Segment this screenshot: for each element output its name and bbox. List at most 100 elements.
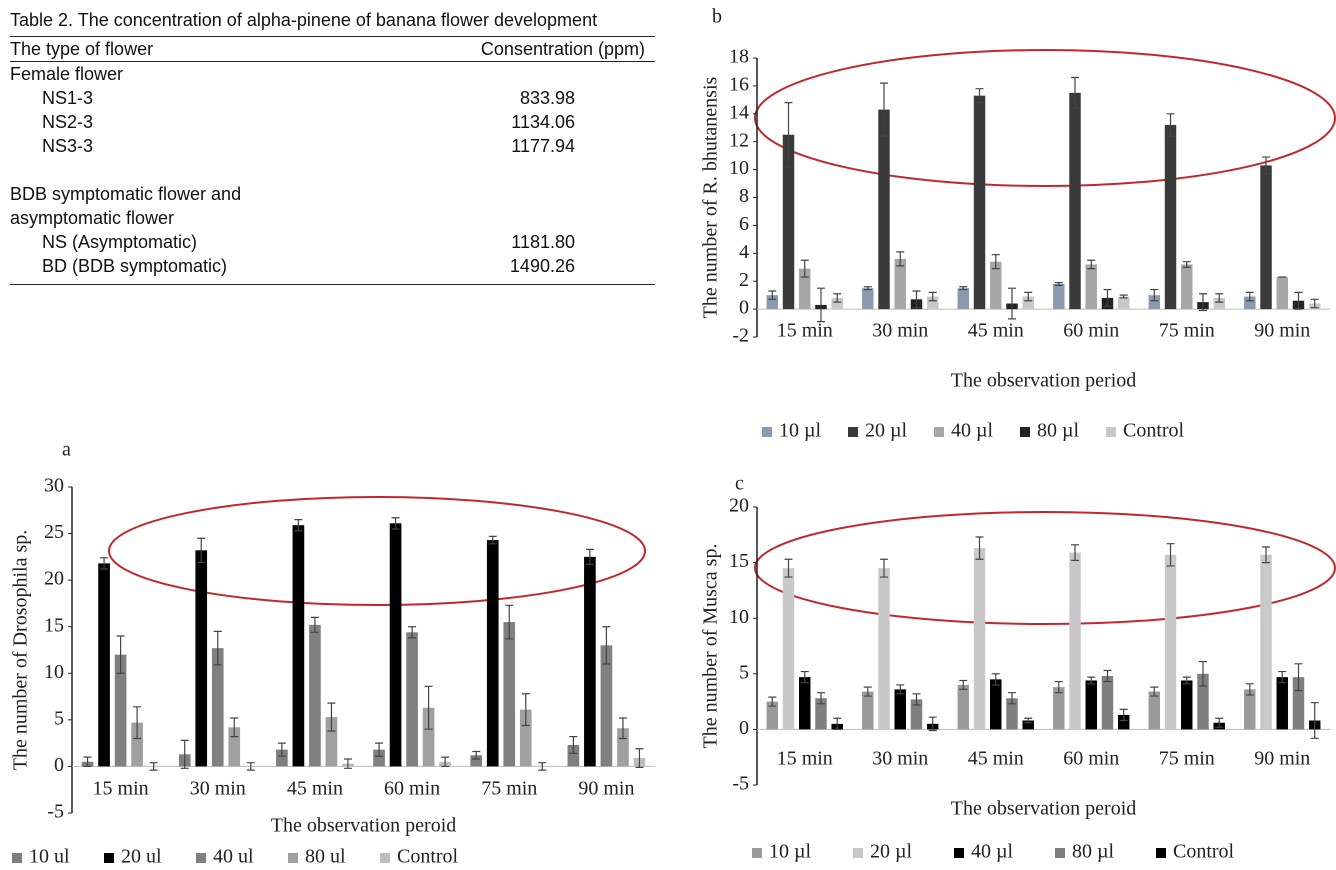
error-bar	[912, 693, 921, 706]
error-bar	[1071, 544, 1080, 561]
error-bar	[505, 604, 514, 640]
bar	[766, 701, 779, 730]
error-bar	[1087, 676, 1096, 685]
error-bar	[800, 259, 809, 278]
error-bar	[294, 519, 303, 532]
bar	[1164, 554, 1177, 730]
error-bar	[1294, 291, 1303, 310]
bar	[1101, 676, 1114, 730]
error-bar	[327, 702, 336, 732]
legend-swatch	[934, 427, 944, 437]
table: Table 2. The concentration of alpha-pine…	[10, 8, 655, 285]
bar	[486, 540, 499, 767]
legend-swatch	[1106, 427, 1116, 437]
error-bar	[833, 293, 842, 303]
error-bar	[585, 548, 594, 565]
legend-swatch	[12, 853, 22, 863]
legend-swatch	[380, 853, 390, 863]
y-tick-label: -5	[47, 801, 64, 823]
error-bar	[1166, 543, 1175, 567]
y-tick-label: 14	[729, 101, 749, 123]
error-bar	[863, 286, 872, 291]
error-bar	[83, 756, 92, 768]
bar	[1244, 689, 1256, 730]
table-row: NS1-3 833.98	[10, 86, 655, 110]
y-tick-label: 5	[54, 707, 64, 729]
legend-swatch	[853, 848, 863, 858]
bar	[862, 288, 874, 310]
error-bar	[424, 685, 433, 730]
bar	[406, 632, 418, 767]
error-bar	[1007, 692, 1016, 705]
bar	[973, 95, 986, 310]
x-tick-label: 60 min	[1063, 320, 1119, 342]
table-row: NS2-3 1134.06	[10, 110, 655, 134]
bar	[1022, 296, 1034, 310]
y-tick-label: 30	[44, 475, 64, 497]
y-tick-label: 6	[739, 213, 749, 235]
bar	[910, 699, 923, 730]
error-bar	[1262, 156, 1271, 175]
error-bar	[1198, 660, 1207, 687]
bar	[878, 109, 890, 310]
bar	[926, 296, 939, 310]
bar	[1117, 296, 1130, 310]
legend-swatch	[1055, 848, 1065, 858]
error-bar	[602, 626, 611, 665]
error-bar	[928, 716, 937, 732]
bar	[1292, 677, 1305, 730]
table-cell: BD (BDB symptomatic)	[42, 256, 228, 276]
highlight-ellipse	[754, 49, 1336, 187]
error-bar	[959, 679, 968, 690]
error-bar	[1071, 76, 1080, 109]
x-tick-label: 75 min	[1159, 748, 1215, 770]
bar	[211, 648, 224, 767]
error-bar	[100, 557, 109, 570]
error-bar	[277, 742, 286, 757]
y-tick-label: 2	[739, 269, 749, 291]
legend-swatch	[752, 848, 762, 858]
panel-label: a	[62, 439, 71, 461]
y-tick-label: 12	[729, 129, 749, 151]
error-bar	[896, 251, 905, 267]
error-bar	[768, 290, 777, 300]
bar	[957, 288, 970, 310]
error-bar	[1054, 281, 1063, 286]
table-cell: 1490.26	[509, 256, 575, 276]
rule	[10, 284, 655, 285]
legend-swatch	[762, 427, 772, 437]
x-tick-label: 30 min	[190, 778, 246, 800]
table-body: Female flower NS1-3 833.98 NS2-3 1134.06 NS3-…	[10, 62, 655, 278]
bar	[973, 548, 986, 730]
error-bar	[213, 630, 222, 666]
legend-swatch	[196, 853, 206, 863]
error-bar	[1024, 717, 1033, 724]
y-tick-label: 5	[739, 661, 749, 683]
error-bar	[343, 758, 352, 769]
error-bar	[197, 537, 206, 564]
y-tick-label: 8	[739, 185, 749, 207]
bar	[782, 568, 795, 730]
bar	[862, 691, 874, 730]
error-bar	[1245, 683, 1254, 696]
error-bar	[833, 717, 842, 730]
y-axis-label: The number of R. bhutanensis	[700, 76, 722, 318]
error-bar	[441, 756, 450, 768]
bar	[1022, 720, 1034, 730]
error-bar	[1310, 702, 1319, 739]
rule	[10, 61, 655, 62]
legend-label: 20 ul	[121, 846, 162, 868]
y-tick-label: 0	[54, 754, 64, 776]
error-bar	[1103, 669, 1112, 683]
legend-swatch	[1020, 427, 1030, 437]
error-bar	[488, 535, 497, 545]
x-tick-label: 90 min	[1254, 320, 1310, 342]
legend-label: 80 ul	[305, 846, 346, 868]
error-bar	[896, 684, 905, 695]
bar	[422, 707, 435, 767]
legend-label: 80 µl	[1037, 420, 1080, 442]
bar	[373, 749, 385, 767]
x-tick-label: 60 min	[1063, 748, 1119, 770]
